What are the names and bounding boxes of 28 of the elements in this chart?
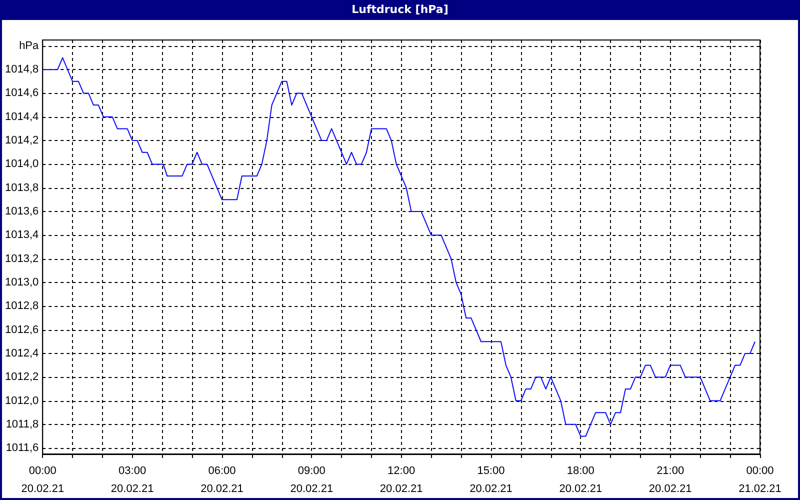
y-tick-label: 1013,0 — [4, 276, 39, 288]
y-tick-label: 1014,6 — [4, 87, 39, 100]
y-tick-label: 1012,6 — [4, 324, 39, 336]
y-tick-label: 1013,2 — [4, 252, 39, 265]
x-tick-label: 18:00 20.02.21 — [559, 465, 602, 495]
x-tick-label: 06:00 20.02.21 — [200, 465, 244, 495]
y-tick-label: 1012,2 — [4, 371, 39, 384]
y-tick-label: 1014,0 — [4, 158, 39, 170]
y-tick-label: 1013,4 — [4, 229, 39, 242]
x-tick-label: 15:00 20.02.21 — [470, 465, 512, 495]
y-tick-label: 1013,8 — [4, 182, 39, 194]
y-tick-label: 1014,2 — [4, 134, 39, 147]
x-tick-label: 00:00 21.02.21 — [738, 465, 782, 495]
x-tick-label: 09:00 20.02.21 — [290, 465, 334, 495]
x-tick-label: 00:00 20.02.21 — [21, 465, 64, 495]
chart-title: Luftdruck [hPa] — [2, 0, 798, 20]
y-tick-label: 1012,8 — [4, 300, 39, 312]
y-tick-label: 1011,8 — [6, 418, 39, 430]
y-tick-label: 1014,8 — [4, 64, 39, 76]
y-tick-label: 1011,6 — [6, 442, 39, 454]
y-tick-label: hPa — [19, 40, 40, 52]
x-tick-label: 12:00 20.02.21 — [380, 465, 423, 495]
x-tick-label: 21:00 20.02.21 — [648, 465, 692, 495]
x-tick-label: 03:00 20.02.21 — [110, 465, 154, 495]
y-tick-label: 1012,4 — [4, 347, 39, 360]
y-tick-label: 1014,4 — [4, 110, 39, 123]
y-tick-label: 1012,0 — [4, 394, 39, 407]
y-tick-label: 1013,6 — [4, 206, 39, 218]
